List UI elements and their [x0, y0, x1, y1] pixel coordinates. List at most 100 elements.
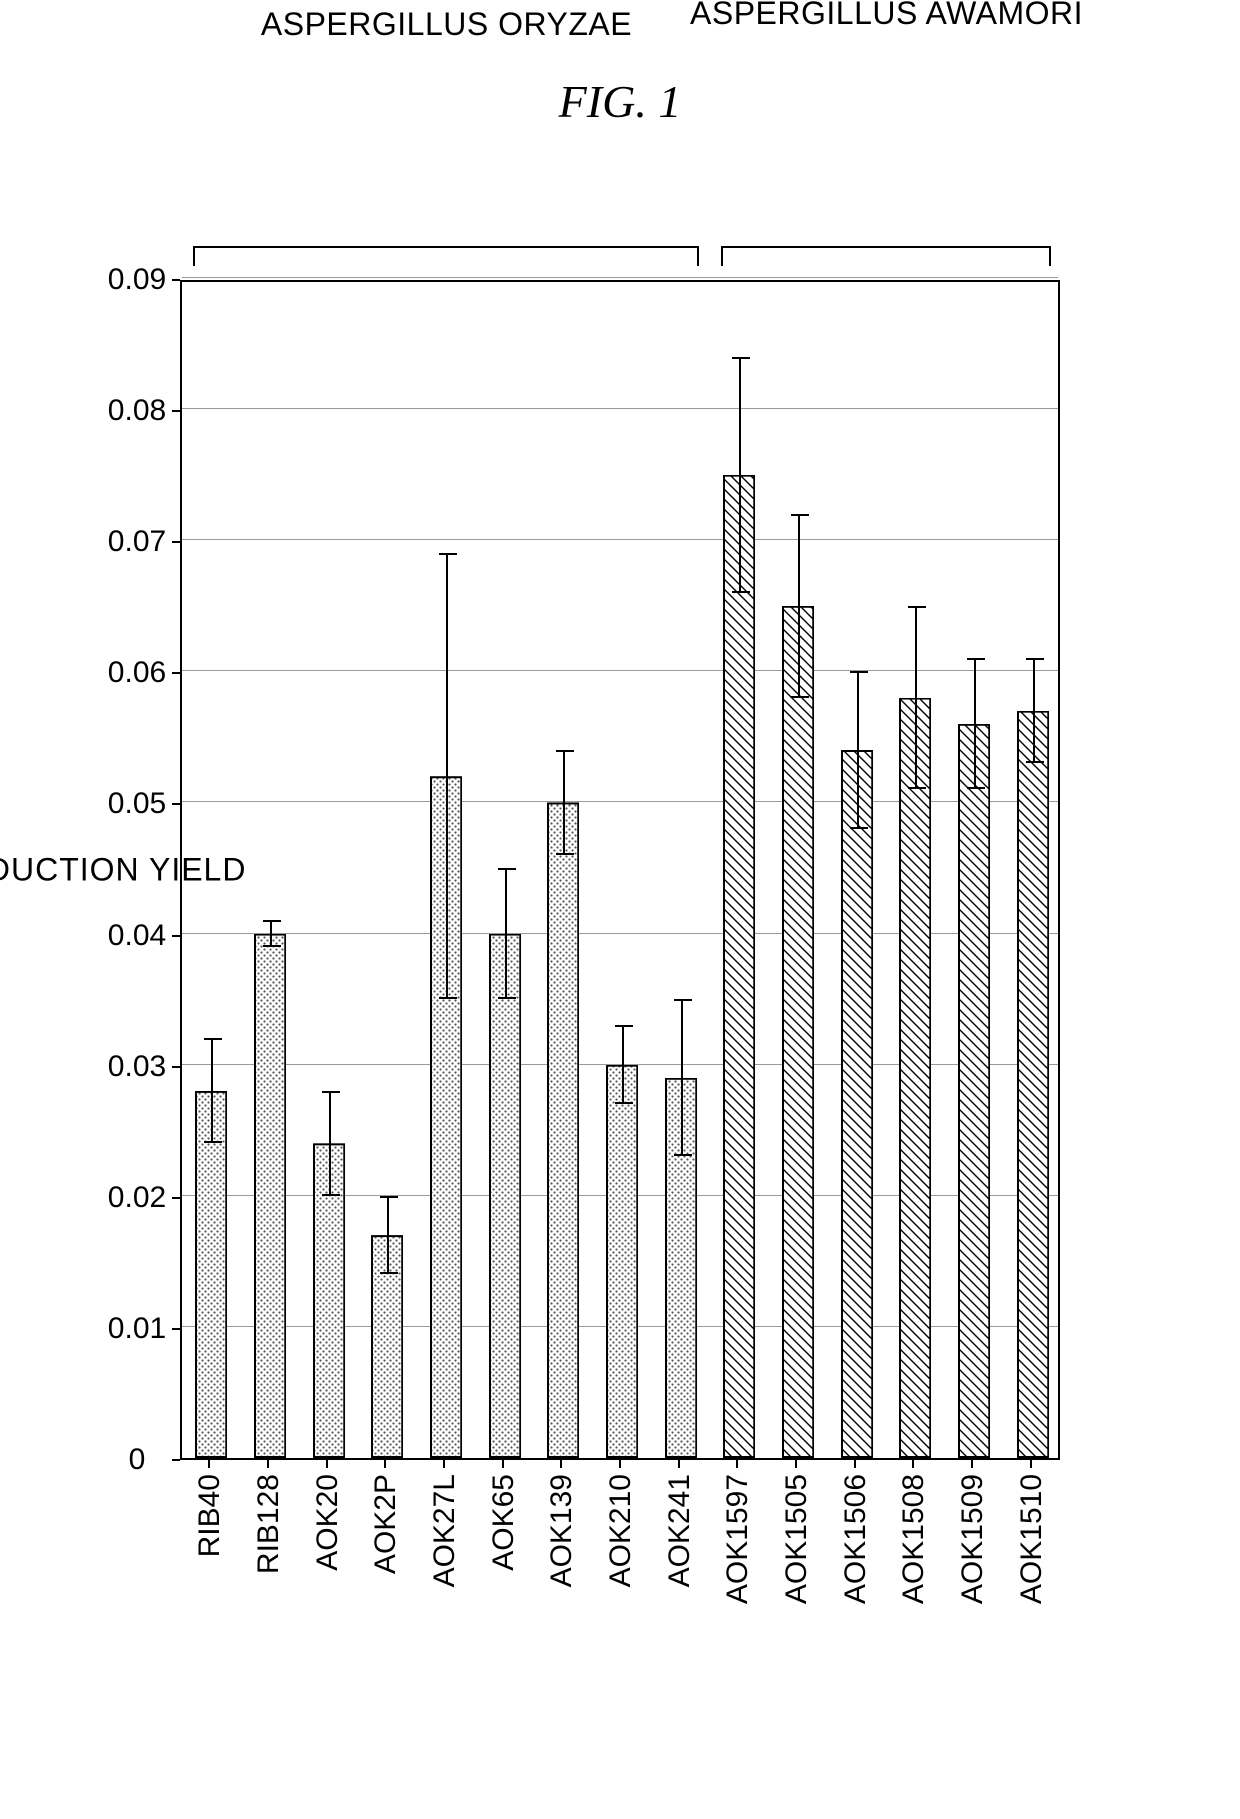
category-tick — [208, 1460, 210, 1468]
error-bar — [739, 356, 741, 592]
y-tick-label: 0.04 — [108, 918, 166, 952]
category-tick — [736, 1460, 738, 1468]
error-bar — [505, 868, 507, 999]
error-bar — [387, 1195, 389, 1274]
y-tick — [172, 1196, 180, 1198]
category-label: AOK65 — [487, 1474, 521, 1674]
bar — [254, 933, 286, 1457]
bar — [547, 802, 579, 1458]
group-bracket — [193, 246, 699, 266]
plot-area — [180, 280, 1060, 1460]
bar — [958, 723, 990, 1457]
bar-fill — [195, 1090, 227, 1457]
category-tick — [443, 1460, 445, 1468]
category-label: AOK1508 — [897, 1474, 931, 1674]
y-tick-label: 0.06 — [108, 656, 166, 690]
error-bar — [857, 671, 859, 828]
bar-fill — [841, 750, 873, 1458]
error-bar — [681, 999, 683, 1156]
y-tick — [172, 1327, 180, 1329]
y-tick-label: 0.08 — [108, 394, 166, 428]
page: FIG. 1 0 0.01 0.02 0.03 0.04 0.05 0.06 0.07 0.08… — [0, 0, 1240, 1819]
category-label: RIB128 — [252, 1474, 286, 1674]
y-tick — [172, 803, 180, 805]
bar-fill — [547, 802, 579, 1458]
group-label: ASPERGILLUS ORYZAE — [261, 5, 632, 42]
error-bar — [622, 1025, 624, 1104]
error-bar — [270, 920, 272, 946]
bar — [841, 750, 873, 1458]
y-tick-label: 0 — [129, 1443, 146, 1477]
bar — [489, 933, 521, 1457]
category-label: AOK1597 — [721, 1474, 755, 1674]
chart-inner: FIG. 1 00.010.020.030.040.050.060.070.08… — [120, 130, 1120, 1690]
category-label: AOK2P — [369, 1474, 403, 1674]
category-label: AOK210 — [604, 1474, 638, 1674]
category-label: AOK27L — [428, 1474, 462, 1674]
error-bar — [798, 514, 800, 698]
y-tick — [172, 934, 180, 936]
bar-fill — [489, 933, 521, 1457]
error-bar — [1033, 658, 1035, 763]
error-bar — [211, 1038, 213, 1143]
gridline — [182, 277, 1058, 278]
y-tick-label: 0.01 — [108, 1311, 166, 1345]
y-tick — [172, 1459, 180, 1461]
gridline — [182, 670, 1058, 671]
bar-fill — [899, 697, 931, 1457]
bar-fill — [606, 1064, 638, 1457]
category-tick — [912, 1460, 914, 1468]
y-tick-label: 0.07 — [108, 525, 166, 559]
y-tick — [172, 672, 180, 674]
category-tick — [619, 1460, 621, 1468]
y-tick-label: 0.02 — [108, 1180, 166, 1214]
category-tick — [678, 1460, 680, 1468]
group-label: ASPERGILLUS AWAMORI — [690, 0, 1083, 32]
error-bar — [329, 1090, 331, 1195]
category-tick — [326, 1460, 328, 1468]
y-tick-label: 0.09 — [108, 263, 166, 297]
bar-fill — [958, 723, 990, 1457]
bar-fill — [782, 605, 814, 1457]
category-label: AOK1506 — [839, 1474, 873, 1674]
category-label: AOK1509 — [956, 1474, 990, 1674]
category-label: AOK1510 — [1015, 1474, 1049, 1674]
y-tick — [172, 541, 180, 543]
bar-fill — [1017, 710, 1049, 1457]
category-tick — [971, 1460, 973, 1468]
y-tick — [172, 1065, 180, 1067]
bar — [1017, 710, 1049, 1457]
bar — [606, 1064, 638, 1457]
error-bar — [446, 553, 448, 999]
error-bar — [915, 605, 917, 789]
bar — [723, 474, 755, 1457]
category-tick — [1030, 1460, 1032, 1468]
category-label: RIB40 — [193, 1474, 227, 1674]
y-axis-title: PRODUCTION YIELD — [0, 851, 246, 888]
error-bar — [563, 750, 565, 855]
gridline — [182, 539, 1058, 540]
category-label: AOK139 — [545, 1474, 579, 1674]
category-tick — [795, 1460, 797, 1468]
category-label: AOK1505 — [780, 1474, 814, 1674]
y-tick-label: 0.05 — [108, 787, 166, 821]
category-label: AOK241 — [663, 1474, 697, 1674]
y-tick — [172, 279, 180, 281]
figure-title: FIG. 1 — [559, 74, 682, 127]
group-bracket — [721, 246, 1051, 266]
category-label: AOK20 — [311, 1474, 345, 1674]
bar-fill — [254, 933, 286, 1457]
y-tick-label: 0.03 — [108, 1049, 166, 1083]
bar — [899, 697, 931, 1457]
y-tick — [172, 410, 180, 412]
gridline — [182, 408, 1058, 409]
category-tick — [502, 1460, 504, 1468]
bar-fill — [723, 474, 755, 1457]
chart-rotated-container: FIG. 1 00.010.020.030.040.050.060.070.08… — [120, 130, 1120, 1690]
error-bar — [974, 658, 976, 789]
category-tick — [267, 1460, 269, 1468]
category-tick — [384, 1460, 386, 1468]
category-tick — [560, 1460, 562, 1468]
category-tick — [854, 1460, 856, 1468]
bar — [195, 1090, 227, 1457]
